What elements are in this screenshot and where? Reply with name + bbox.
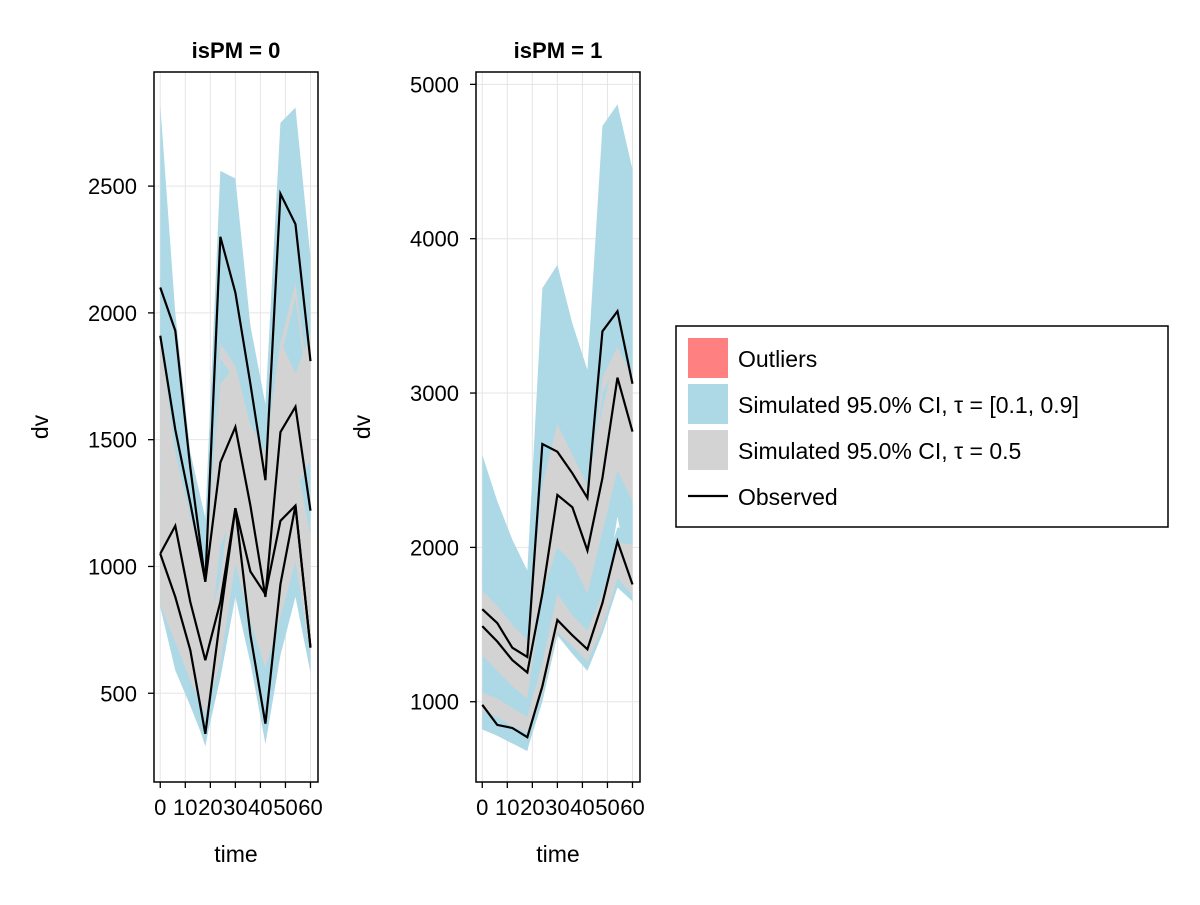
y-tick-label-1: 1000: [88, 554, 137, 579]
plot-area: [481, 104, 634, 752]
y-tick-label-0: 1000: [410, 690, 459, 715]
ci-band-median-2: [160, 457, 311, 714]
x-tick-label-0: 0: [154, 795, 166, 820]
ci-band-median-2: [482, 542, 633, 733]
y-tick-label-3: 2000: [88, 301, 137, 326]
y-axis-label: dv: [349, 414, 375, 439]
legend-swatch-outliers: [688, 338, 728, 378]
legend-swatch-median: [688, 430, 728, 470]
x-tick-label-4: 40: [570, 795, 594, 820]
observed-line-1: [159, 335, 312, 598]
legend-frame: [675, 325, 1169, 528]
legend-label-outliers: Outliers: [738, 346, 817, 372]
observed-line-1: [481, 377, 634, 675]
observed-line-0: [481, 308, 634, 659]
x-tick-label-5: 50: [273, 795, 297, 820]
x-axis-label: time: [214, 841, 257, 867]
x-tick-label-1: 10: [495, 795, 519, 820]
legend-label-band: Simulated 95.0% CI, τ = [0.1, 0.9]: [738, 392, 1079, 418]
x-tick-label-2: 20: [520, 795, 544, 820]
x-tick-label-0: 0: [476, 795, 488, 820]
y-axis-label: dv: [27, 414, 53, 439]
x-tick-label-2: 20: [198, 795, 222, 820]
y-tick-label-1: 2000: [410, 535, 459, 560]
legend-swatch-band: [688, 384, 728, 424]
panel-title: isPM = 1: [514, 38, 603, 63]
panel-title: isPM = 0: [192, 38, 281, 63]
x-tick-label-3: 30: [545, 795, 569, 820]
x-tick-label-3: 30: [223, 795, 247, 820]
plot-area: [159, 104, 312, 747]
y-tick-label-2: 1500: [88, 428, 137, 453]
x-tick-label-6: 60: [298, 795, 322, 820]
x-tick-label-1: 10: [173, 795, 197, 820]
panel-1: 0 10 20 30 40 50 60 1000 2000 3000 4000 5000 isPM = …: [349, 38, 645, 867]
x-axis-label: time: [536, 841, 579, 867]
observed-line-3: [159, 503, 312, 661]
x-tick-label-6: 60: [620, 795, 644, 820]
y-tick-label-0: 500: [100, 681, 137, 706]
ci-band-median-1: [482, 346, 633, 699]
x-tick-label-4: 40: [248, 795, 272, 820]
y-tick-label-2: 3000: [410, 381, 459, 406]
panel-0: 0 10 20 30 40 50 60 500 1000 1500 2000 2500 isPM = 0…: [27, 38, 323, 867]
observed-line-2: [481, 537, 634, 739]
x-tick-label-5: 50: [595, 795, 619, 820]
legend-label-median: Simulated 95.0% CI, τ = 0.5: [738, 438, 1021, 464]
y-tick-label-4: 5000: [410, 72, 459, 97]
observed-line-0: [159, 189, 312, 582]
legend: Outliers Simulated 95.0% CI, τ = [0.1, 0…: [675, 325, 1169, 528]
y-tick-label-4: 2500: [88, 174, 137, 199]
legend-label-observed: Observed: [738, 484, 838, 510]
y-tick-label-3: 4000: [410, 227, 459, 252]
